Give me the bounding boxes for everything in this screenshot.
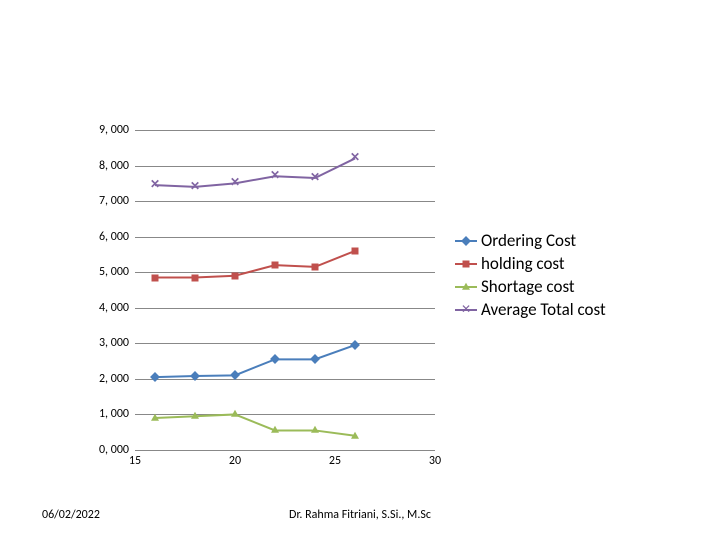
marker-holding [152,274,159,281]
legend-label: Average Total cost [481,299,606,320]
marker-ordering [150,372,160,382]
series-line-holding [155,251,355,278]
marker-shortage [191,412,199,419]
marker-holding [192,274,199,281]
marker-shortage [351,432,359,439]
legend-label: holding cost [481,253,565,274]
marker-avg_total: ✕ [190,181,200,193]
legend-item-avg_total: ✕ Average Total cost [455,299,606,320]
legend-swatch: ✕ [455,304,477,316]
marker-avg_total: ✕ [150,179,160,191]
legend-swatch [455,281,477,293]
marker-avg_total: ✕ [310,172,320,184]
gridline [135,272,435,273]
marker-shortage [231,410,239,417]
gridline [135,308,435,309]
marker-shortage [151,414,159,421]
gridline [135,130,435,131]
x-axis-label: 20 [229,450,241,468]
marker-ordering [270,354,280,364]
footer-author: Dr. Rahma Fitriani, S.Si., M.Sc [289,508,431,522]
gridline [135,343,435,344]
marker-avg_total: ✕ [350,152,360,164]
y-axis-label: 9, 000 [99,123,135,137]
slide: 0, 0001, 0002, 0003, 0004, 0005, 0006, 0… [0,0,720,540]
gridline [135,414,435,415]
legend-item-holding: holding cost [455,253,606,274]
plot-region: 0, 0001, 0002, 0003, 0004, 0005, 0006, 0… [135,130,435,451]
cost-chart: 0, 0001, 0002, 0003, 0004, 0005, 0006, 0… [85,130,660,480]
legend-swatch [455,258,477,270]
series-lines [135,130,435,450]
legend-label: Shortage cost [481,276,575,297]
x-axis-label: 30 [429,450,441,468]
gridline [135,237,435,238]
marker-holding [312,263,319,270]
marker-ordering [350,340,360,350]
y-axis-label: 1, 000 [99,407,135,421]
x-axis-label: 15 [129,450,141,468]
marker-shortage [311,426,319,433]
y-axis-label: 6, 000 [99,230,135,244]
series-line-ordering [155,345,355,377]
legend-item-shortage: Shortage cost [455,276,606,297]
marker-holding [352,247,359,254]
marker-shortage [271,426,279,433]
y-axis-label: 8, 000 [99,159,135,173]
legend-item-ordering: Ordering Cost [455,230,606,251]
series-line-shortage [155,414,355,435]
marker-ordering [310,354,320,364]
legend-label: Ordering Cost [481,230,576,251]
marker-holding [232,272,239,279]
marker-holding [272,262,279,269]
gridline [135,379,435,380]
legend: Ordering Costholding costShortage cost ✕ A… [455,230,606,322]
y-axis-label: 4, 000 [99,301,135,315]
y-axis-label: 3, 000 [99,336,135,350]
marker-avg_total: ✕ [270,170,280,182]
series-line-avg_total [155,158,355,186]
x-axis-label: 25 [329,450,341,468]
y-axis-label: 2, 000 [99,372,135,386]
legend-swatch [455,235,477,247]
y-axis-label: 7, 000 [99,194,135,208]
footer-date: 06/02/2022 [42,508,100,522]
y-axis-label: 5, 000 [99,265,135,279]
gridline [135,201,435,202]
gridline [135,166,435,167]
marker-avg_total: ✕ [230,177,240,189]
